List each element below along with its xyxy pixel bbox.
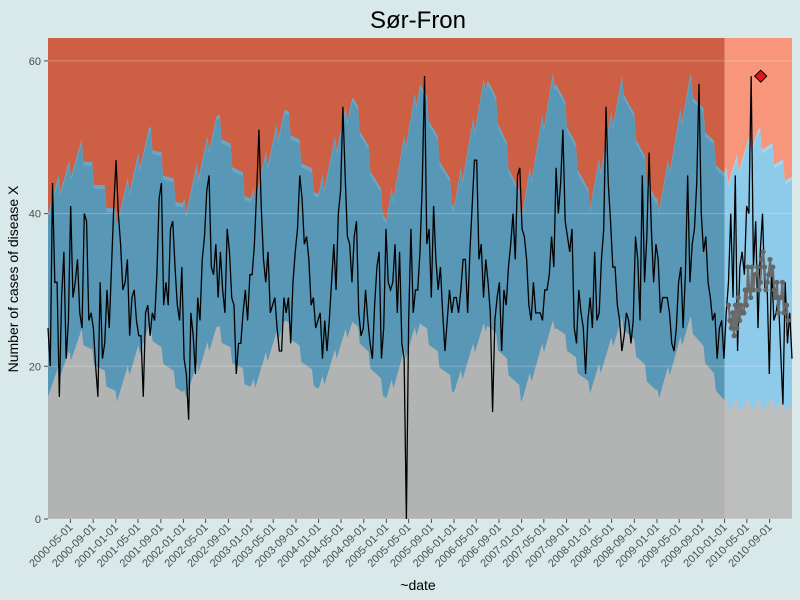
highlight-point <box>753 69 768 83</box>
forecast-point <box>757 279 763 285</box>
forecast-point <box>734 325 740 331</box>
forecast-point <box>745 264 751 270</box>
forecast-point <box>759 256 765 263</box>
y-tick-label: 40 <box>29 209 41 221</box>
forecast-low-region <box>724 398 792 519</box>
forecast-point <box>778 294 784 301</box>
forecast-point <box>737 317 743 324</box>
forecast-point <box>764 279 770 285</box>
series-forecast-points <box>725 249 791 339</box>
forecast-point <box>779 279 786 285</box>
forecast-point <box>771 287 777 293</box>
series-forecast-line <box>727 251 789 336</box>
forecast-point <box>760 249 766 255</box>
forecast-point <box>746 287 752 293</box>
y-axis-label: Number of cases of disease X <box>5 185 21 372</box>
forecast-point <box>727 317 733 324</box>
forecast-point <box>750 287 757 293</box>
y-axis: 0 20 40 60 <box>29 56 48 526</box>
forecast-point <box>784 302 790 308</box>
forecast-point <box>775 310 781 316</box>
x-axis: 2000-05-012000-09-012001-01-012001-05-01… <box>27 519 775 570</box>
forecast-point <box>755 264 761 270</box>
forecast-point <box>763 287 769 293</box>
plot-area <box>47 38 793 520</box>
forecast-point <box>741 310 747 316</box>
forecast-point <box>738 302 744 308</box>
chart-title: Sør-Fron <box>370 7 466 34</box>
forecast-point <box>742 287 748 293</box>
y-tick-label: 0 <box>35 514 41 526</box>
forecast-point <box>768 272 775 278</box>
forecast-point <box>761 264 768 270</box>
forecast-point <box>756 287 762 293</box>
forecast-point <box>725 302 732 308</box>
series-observed-line <box>47 76 793 520</box>
y-tick-label: 60 <box>29 56 41 68</box>
x-axis-label: ~date <box>400 577 436 593</box>
forecast-point <box>770 264 776 270</box>
forecast-point <box>728 325 734 331</box>
forecast-point <box>748 294 754 301</box>
y-tick-label: 20 <box>29 361 41 373</box>
forecast-point <box>781 310 787 316</box>
history-low-region <box>48 316 725 519</box>
forecast-point <box>749 264 755 270</box>
forecast-point <box>731 333 737 339</box>
forecast-point <box>735 294 741 301</box>
forecast-point <box>732 302 739 308</box>
forecast-point <box>774 279 780 285</box>
forecast-point <box>753 272 759 278</box>
forecast-point <box>730 310 736 316</box>
forecast-point <box>743 302 750 308</box>
forecast-point <box>772 294 779 301</box>
forecast-point <box>785 317 791 324</box>
forecast-point <box>767 256 773 263</box>
